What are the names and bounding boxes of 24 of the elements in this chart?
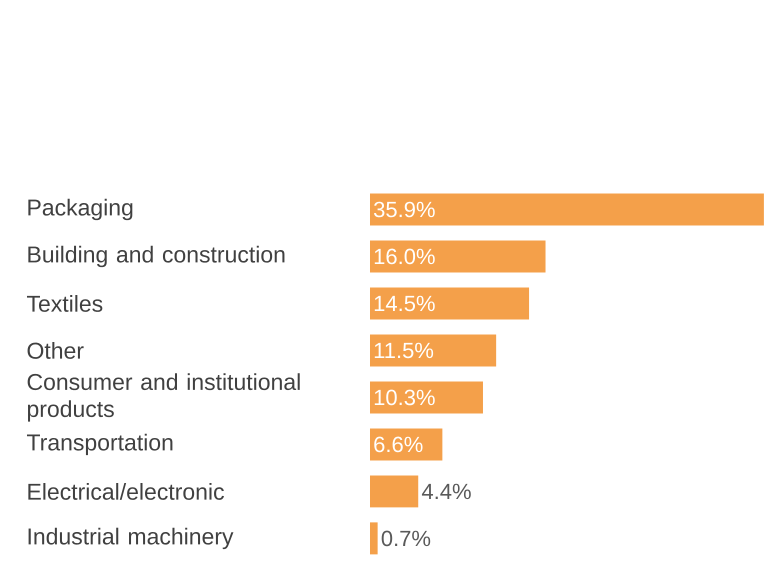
- bar: [370, 381, 483, 414]
- bar: [370, 522, 378, 554]
- y-tick-label: Electrical/electronic: [28, 483, 224, 500]
- y-tick-label: Building and construction: [28, 246, 284, 268]
- y-tick-label: Industrial machinery: [28, 528, 234, 550]
- bar: [370, 475, 418, 508]
- data-label: 0.7%: [382, 530, 430, 546]
- data-label: 10.3%: [374, 390, 435, 406]
- data-label: 4.4%: [422, 484, 471, 500]
- data-label: 35.9%: [374, 202, 435, 218]
- bar: [370, 428, 442, 460]
- data-label: 11.5%: [374, 342, 434, 358]
- data-label: 14.5%: [374, 296, 435, 312]
- y-tick-label: Other: [28, 342, 84, 359]
- data-label: 16.0%: [374, 248, 435, 264]
- data-label: 6.6%: [374, 436, 423, 452]
- bar: [370, 287, 530, 320]
- y-tick-label: Transportation: [26, 434, 172, 456]
- y-tick-label: Textiles: [26, 295, 102, 312]
- bar: [370, 194, 764, 226]
- bar: [370, 334, 496, 366]
- y-tick-label: Consumer and institutional products: [28, 373, 300, 422]
- bar: [370, 240, 546, 272]
- y-tick-label: Packaging: [28, 198, 132, 220]
